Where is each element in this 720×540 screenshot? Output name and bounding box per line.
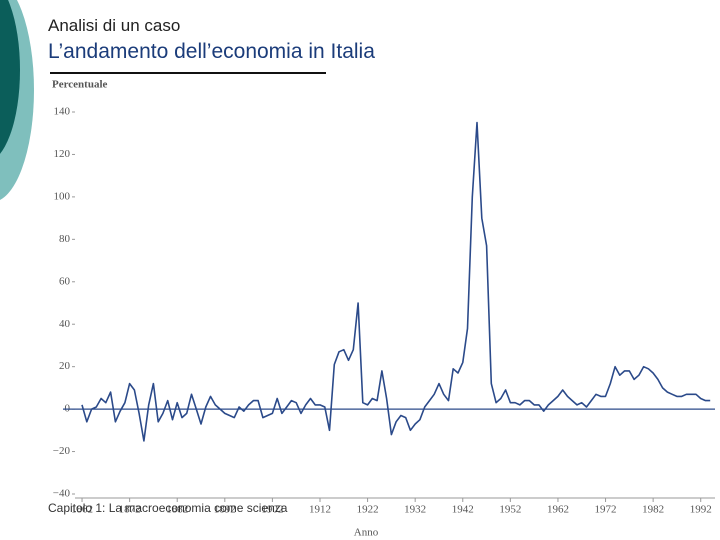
- data-line: [81, 121, 711, 442]
- y-tick-label: −20: [53, 445, 71, 457]
- x-axis-label: Anno: [354, 527, 379, 539]
- slide-title: L’andamento dell’economia in Italia: [48, 40, 375, 63]
- y-tick-label: 20: [59, 360, 71, 372]
- y-tick-label: 140: [54, 106, 71, 118]
- x-tick-label: 1862: [71, 504, 93, 516]
- x-tick-label: 1932: [404, 504, 426, 516]
- x-tick-label: 1902: [261, 504, 283, 516]
- y-tick-label: −40: [53, 488, 71, 500]
- kicker: Analisi di un caso: [48, 16, 180, 35]
- x-tick-label: 1942: [452, 504, 474, 516]
- x-tick-label: 1992: [690, 504, 712, 516]
- x-tick-label: 1892: [214, 504, 236, 516]
- y-tick-label: 40: [59, 318, 71, 330]
- x-tick-label: 1912: [309, 504, 331, 516]
- y-tick-label: 60: [59, 275, 71, 287]
- decor-dark: [0, 0, 20, 154]
- x-tick-label: 1872: [119, 504, 141, 516]
- x-tick-label: 1922: [357, 504, 379, 516]
- x-tick-label: 1882: [166, 504, 188, 516]
- y-tick-label: 100: [54, 190, 71, 202]
- plot: −40−200204060801001201401862187218821892…: [53, 106, 715, 516]
- y-tick-label: 80: [59, 233, 71, 245]
- x-tick-label: 1962: [547, 504, 569, 516]
- y-tick-label: 120: [54, 148, 71, 160]
- y-axis-label: Percentuale: [52, 79, 108, 91]
- x-tick-label: 1972: [595, 504, 617, 516]
- footer: Capitolo 1: La macroeconomia come scienz…: [48, 501, 288, 515]
- x-tick-label: 1952: [499, 504, 521, 516]
- x-tick-label: 1982: [642, 504, 664, 516]
